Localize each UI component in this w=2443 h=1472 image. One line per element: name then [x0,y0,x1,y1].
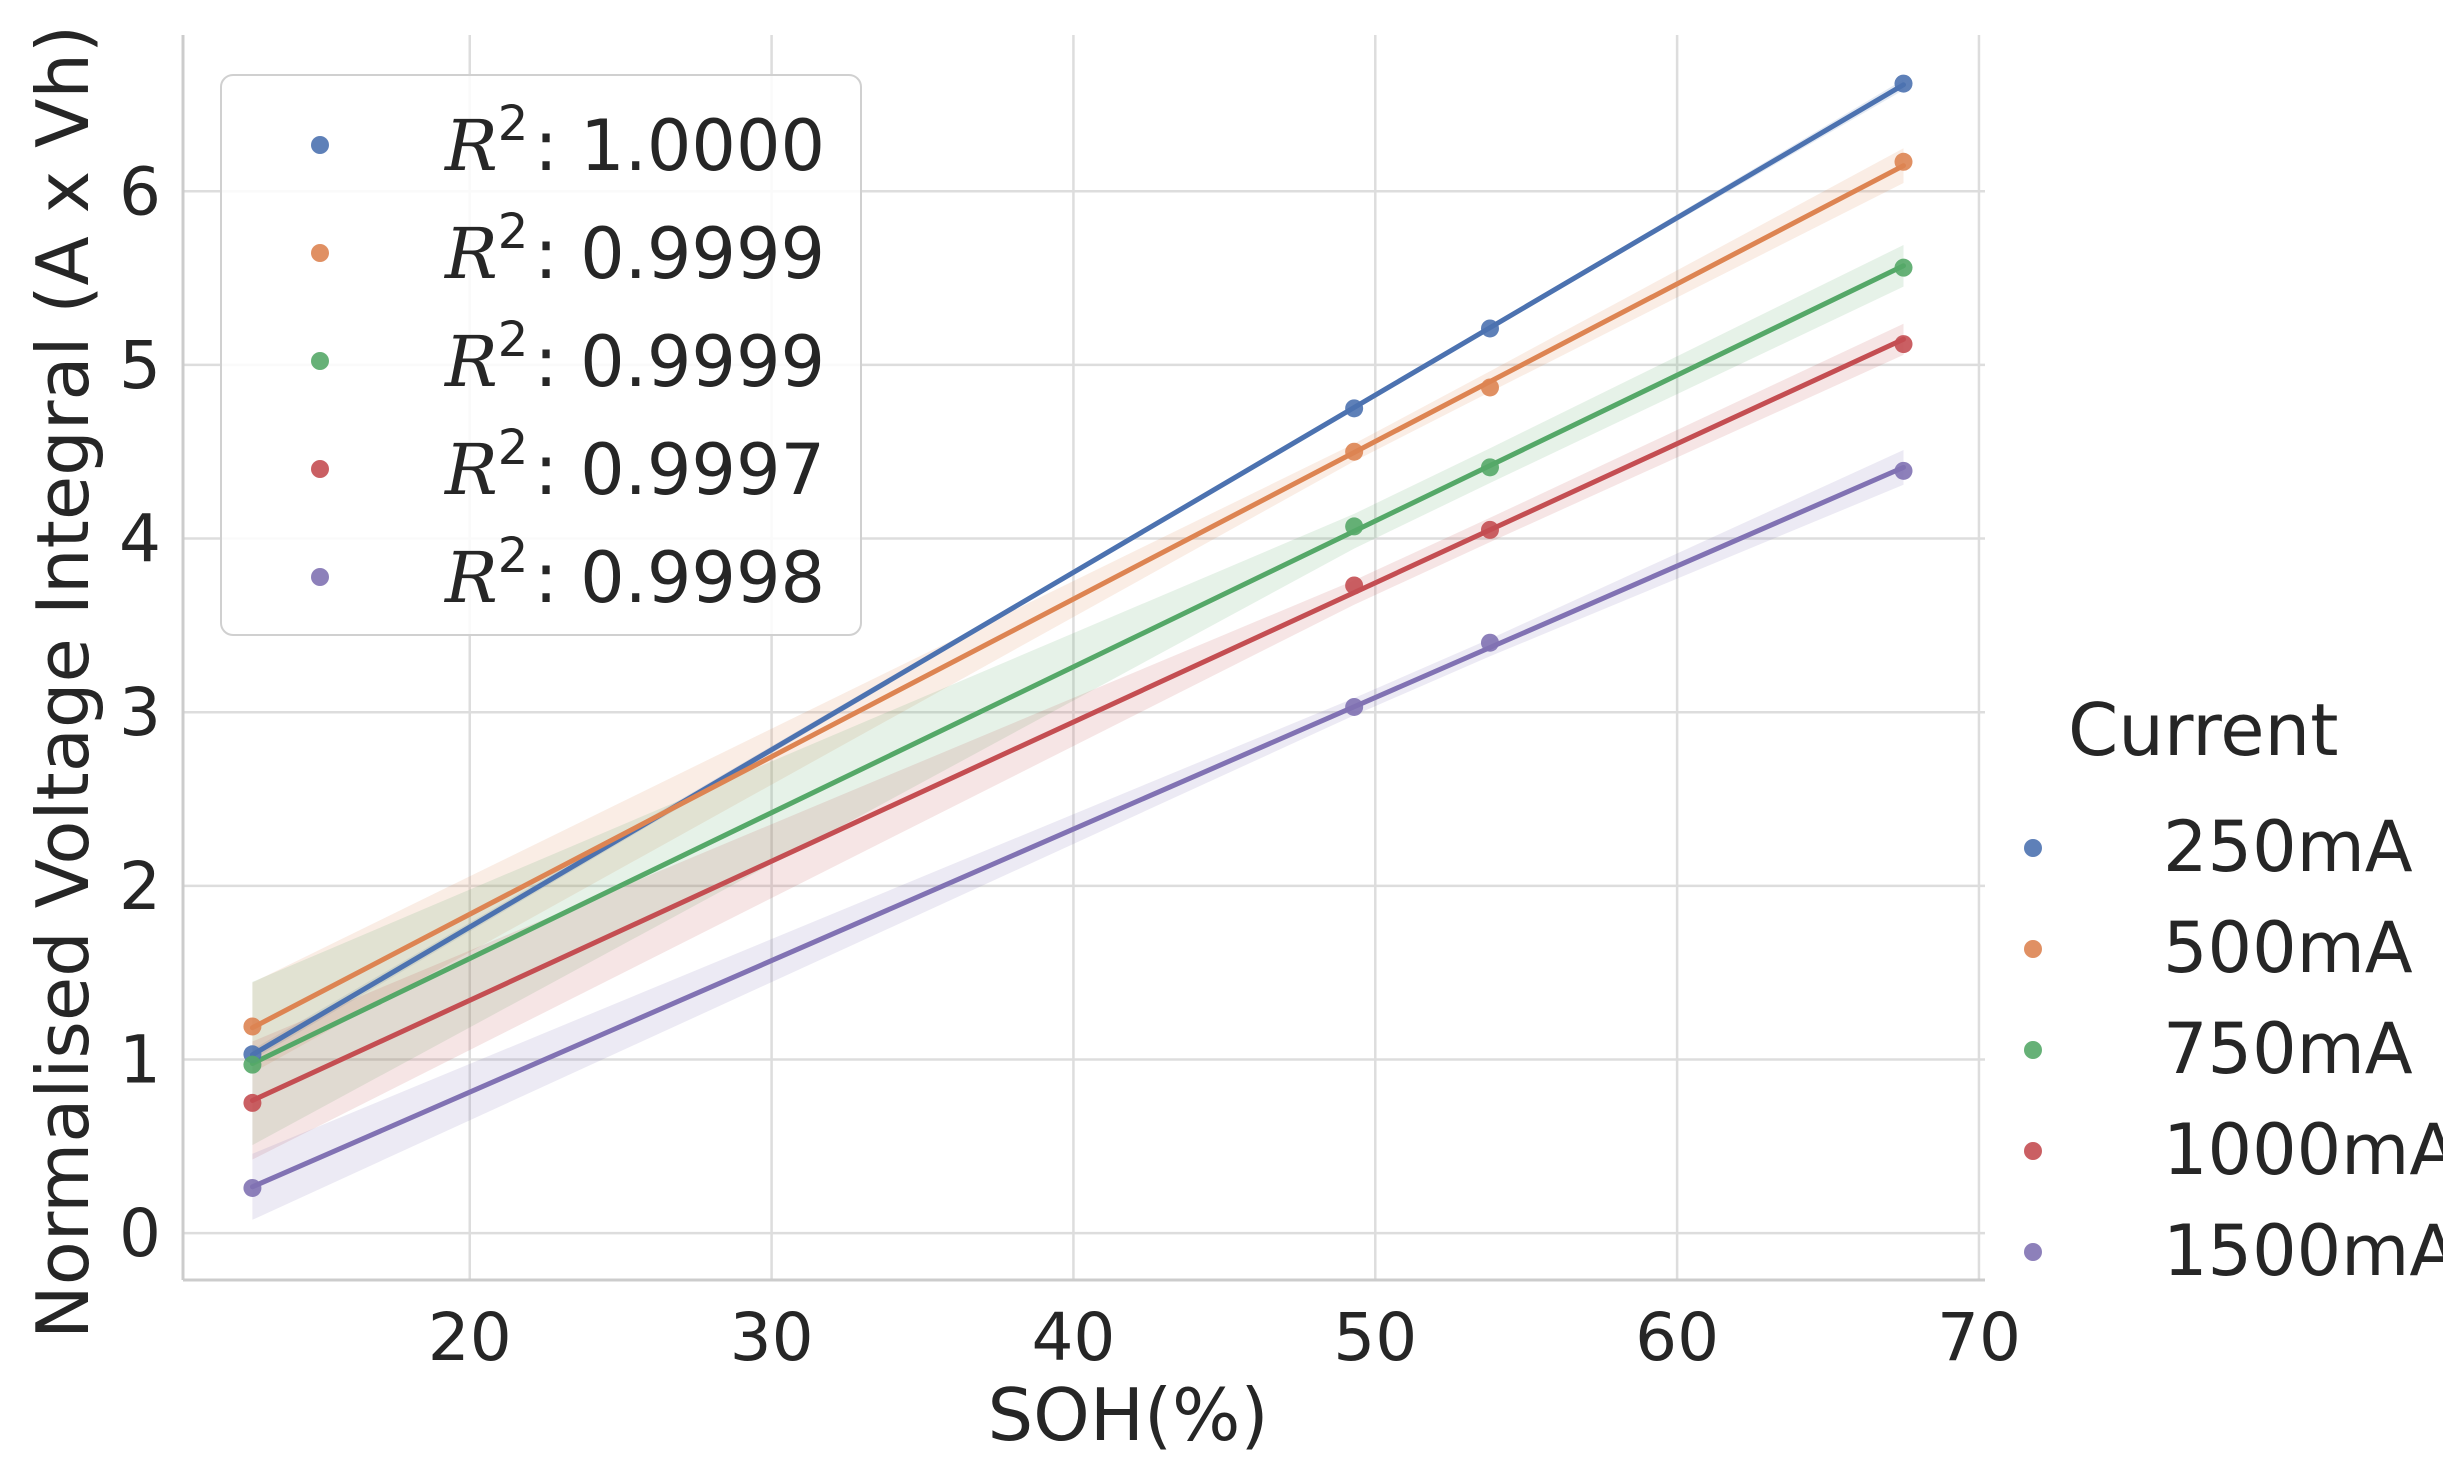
regression-line-1500mA [249,464,1907,1190]
fit-r2-legend: R2: 1.0000 R2: 0.9999 R2: 0.9999 R2: 0.9997… [220,74,862,636]
x-axis-label: SOH(%) [987,1373,1268,1457]
grid-lines [183,35,1985,1280]
fit-legend-label: R2: 0.9999 [443,312,825,403]
data-point-1500mA [243,1178,262,1197]
y-tick-label: 1 [119,1021,161,1098]
x-tick-label: 70 [1937,1299,2021,1376]
legend-label-1000mA: 1000mA [2163,1109,2443,1191]
data-point-750mA [1345,517,1364,536]
regression-line-1000mA [249,336,1907,1104]
data-point-500mA [243,1017,262,1036]
y-tick-label: 3 [119,674,161,751]
fit-legend-label: R2: 0.9999 [443,204,825,295]
data-point-1000mA [243,1093,262,1112]
legend-marker-500mA [2024,940,2042,958]
y-tick-labels: 0 1 2 3 4 5 6 [119,153,161,1272]
legend-label-250mA: 250mA [2163,806,2413,888]
legend-marker-750mA [2024,1041,2042,1059]
regression-lines [249,82,1907,1190]
fit-legend-marker [311,244,329,262]
legend-title: Current [2068,688,2338,772]
fit-legend-label: R2: 0.9998 [443,528,825,619]
data-point-500mA [1894,152,1913,171]
legend-label-750mA: 750mA [2163,1008,2413,1090]
y-tick-label: 6 [119,153,161,230]
regression-line-750mA [249,263,1907,1067]
y-tick-label: 5 [119,327,161,404]
y-tick-label: 4 [119,501,161,578]
x-tick-labels: 20 30 40 50 60 70 [428,1299,2021,1376]
legend-label-1500mA: 1500mA [2163,1210,2443,1292]
fit-legend-marker [311,460,329,478]
data-point-1000mA [1345,576,1364,595]
y-tick-label: 0 [119,1195,161,1272]
data-point-250mA [1345,399,1364,418]
x-tick-label: 40 [1031,1299,1115,1376]
data-point-750mA [1894,258,1913,277]
data-points [243,74,1913,1197]
current-legend: Current 250mA 500mA 750mA 1000mA 1500mA [2024,688,2443,1292]
legend-marker-1000mA [2024,1142,2042,1160]
x-tick-label: 50 [1333,1299,1417,1376]
legend-marker-250mA [2024,839,2042,857]
fit-legend-marker [311,136,329,154]
data-point-1500mA [1480,633,1499,652]
x-tick-label: 30 [730,1299,814,1376]
y-tick-label: 2 [119,848,161,925]
fit-legend-marker [311,568,329,586]
y-axis-label: Normalised Voltage Integral (A x Vh) [21,25,105,1339]
regression-line-250mA [249,82,1907,1058]
data-point-250mA [1480,319,1499,338]
fit-legend-label: R2: 1.0000 [443,96,825,187]
legend-marker-1500mA [2024,1243,2042,1261]
data-point-500mA [1345,442,1364,461]
axes [181,35,1985,1282]
data-point-750mA [243,1055,262,1074]
data-point-500mA [1480,378,1499,397]
fit-legend-box [220,74,862,636]
x-tick-label: 20 [428,1299,512,1376]
fit-legend-marker [311,352,329,370]
data-point-1500mA [1894,461,1913,480]
data-point-1500mA [1345,697,1364,716]
data-point-1000mA [1894,335,1913,354]
data-point-750mA [1480,458,1499,477]
data-point-250mA [1894,74,1913,93]
x-tick-label: 60 [1635,1299,1719,1376]
fit-legend-label: R2: 0.9997 [443,420,825,511]
data-point-1000mA [1480,520,1499,539]
legend-label-500mA: 500mA [2163,907,2413,989]
regression-line-500mA [249,163,1907,1031]
